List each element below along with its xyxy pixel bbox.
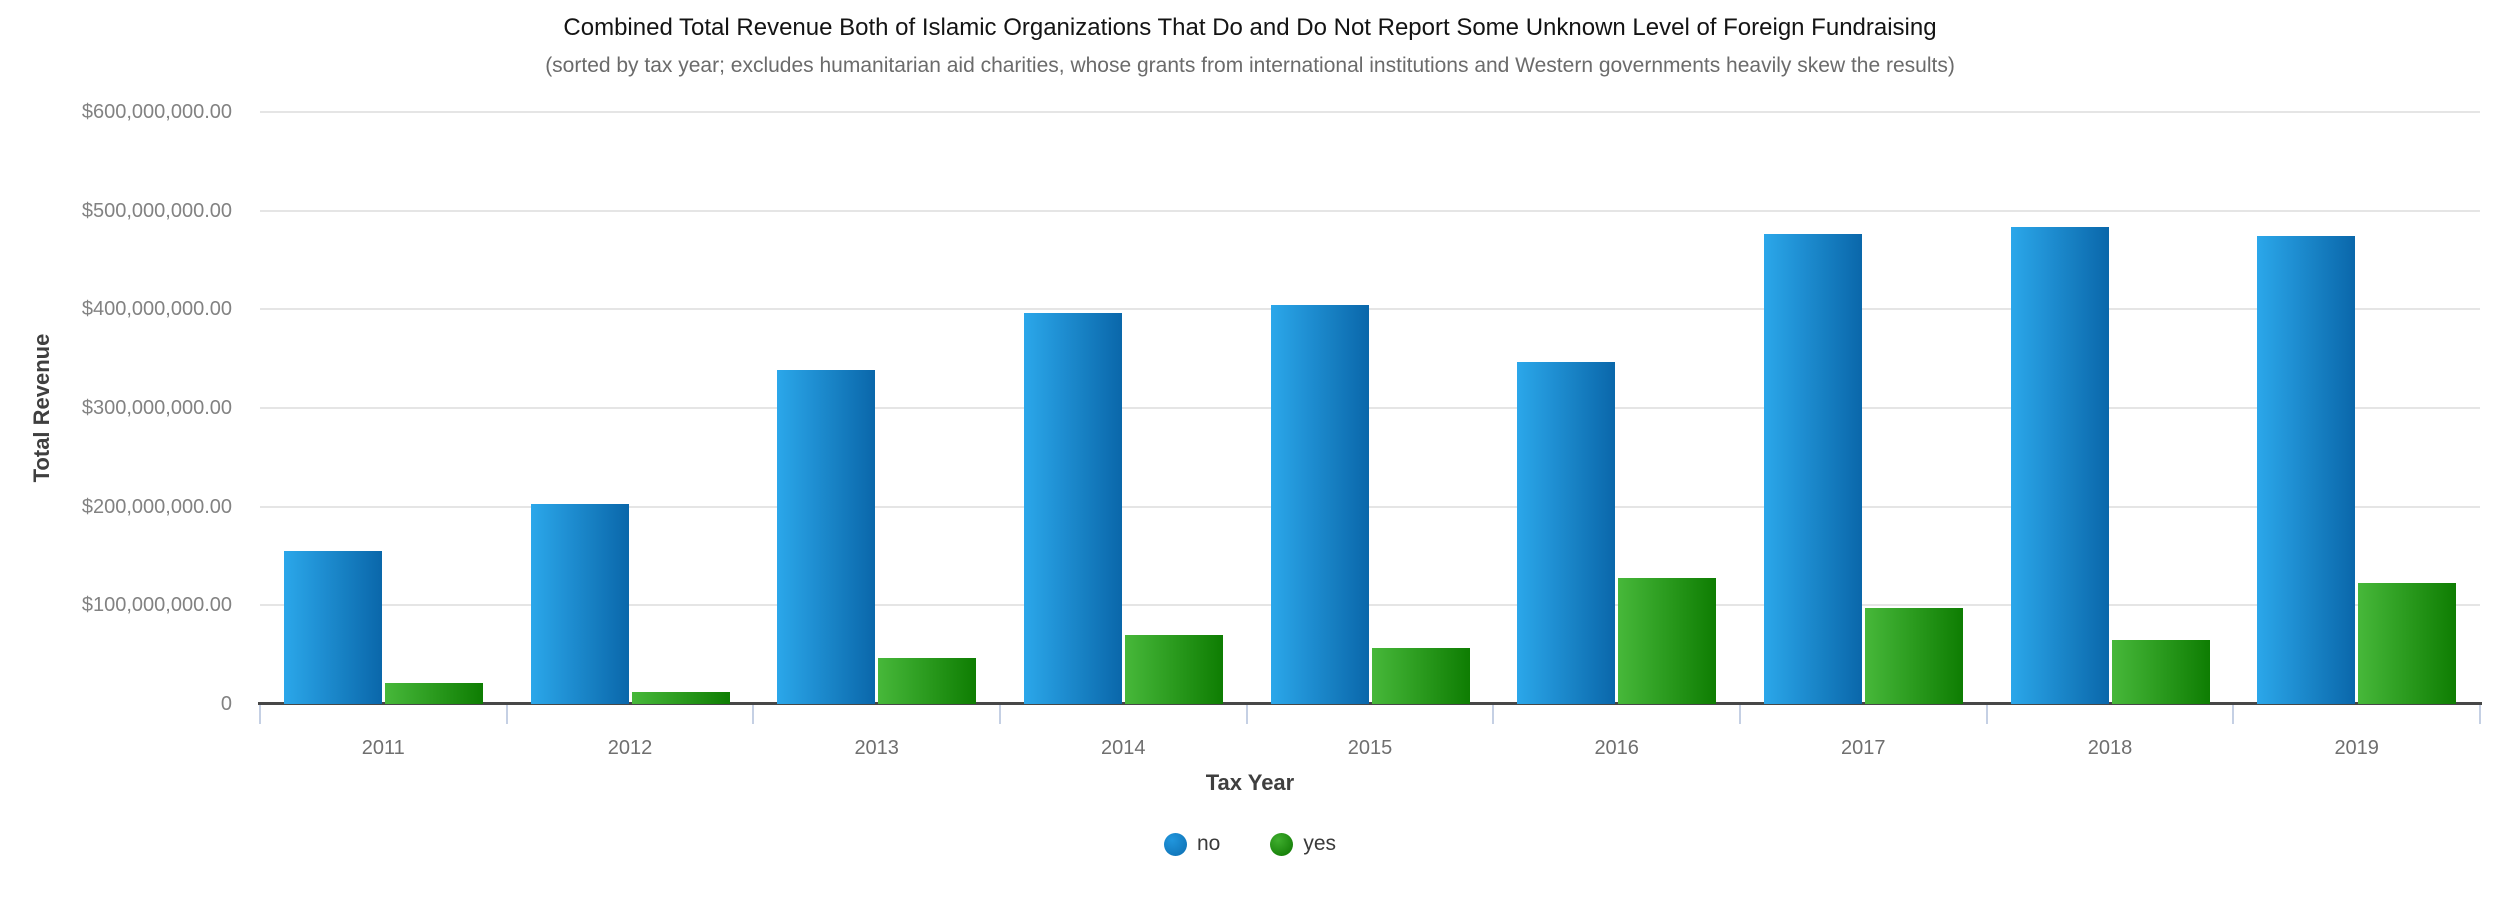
x-axis-boundary-tick: [1739, 705, 1741, 724]
bar-yes-2011[interactable]: [384, 683, 483, 704]
bar-yes-2013[interactable]: [878, 657, 977, 704]
chart-title: Combined Total Revenue Both of Islamic O…: [563, 14, 1937, 41]
legend-label-yes: yes: [1303, 832, 1337, 855]
x-axis-boundary-tick: [752, 705, 755, 724]
legend: no yes: [0, 832, 2500, 856]
x-axis-boundary-tick: [999, 705, 1001, 724]
y-tick-label: $200,000,000.00: [81, 495, 232, 518]
y-tick-label: 0: [220, 693, 232, 715]
x-axis-title: Tax Year: [1205, 770, 1295, 795]
gridline-30000000000: [260, 407, 2480, 409]
x-axis-boundary-tick: [2479, 705, 2481, 724]
y-tick-label: $100,000,000.00: [81, 594, 232, 617]
bar-no-2016[interactable]: [1517, 361, 1616, 704]
x-tick-label-2017: 2017: [1841, 737, 1886, 759]
bar-no-2011[interactable]: [283, 551, 382, 704]
bar-yes-2017[interactable]: [1864, 608, 1963, 704]
x-tick-label-2013: 2013: [854, 737, 899, 759]
gridline-50000000000: [260, 209, 2480, 212]
bar-no-2013[interactable]: [777, 369, 876, 704]
y-tick-label: $400,000,000.00: [81, 298, 232, 321]
x-tick-label-2015: 2015: [1347, 737, 1393, 759]
bar-yes-2012[interactable]: [631, 692, 730, 704]
x-tick-label-2012: 2012: [607, 737, 653, 759]
bar-no-2019[interactable]: [2257, 236, 2356, 704]
x-tick-label-2016: 2016: [1594, 737, 1639, 759]
x-axis-boundary-tick: [259, 705, 261, 724]
gridline-10000000000: [260, 604, 2480, 607]
y-tick-label: $300,000,000.00: [81, 397, 232, 419]
bar-yes-2016[interactable]: [1618, 577, 1717, 704]
bar-yes-2019[interactable]: [2358, 582, 2457, 704]
bar-no-2012[interactable]: [530, 503, 629, 704]
chart-subtitle: (sorted by tax year; excludes humanitari…: [545, 54, 1955, 77]
gridline-40000000000: [260, 308, 2480, 311]
x-tick-label-2019: 2019: [2334, 737, 2379, 759]
x-axis-boundary-tick: [1492, 705, 1495, 724]
bar-yes-2014[interactable]: [1124, 634, 1223, 704]
y-tick-label: $600,000,000.00: [81, 101, 232, 123]
legend-marker-yes-icon: [1270, 832, 1294, 856]
bar-no-2017[interactable]: [1763, 234, 1862, 704]
y-tick-label: $500,000,000.00: [81, 199, 232, 222]
x-tick-label-2018: 2018: [2087, 737, 2133, 759]
x-axis-boundary-tick: [1985, 705, 1988, 724]
x-axis-boundary-tick: [505, 705, 508, 724]
bar-no-2014[interactable]: [1023, 313, 1122, 704]
bar-no-2018[interactable]: [2010, 227, 2109, 704]
gridline-60000000000: [260, 111, 2480, 113]
bar-no-2015[interactable]: [1270, 305, 1369, 704]
gridline-20000000000: [260, 505, 2480, 508]
bar-yes-2018[interactable]: [2111, 639, 2210, 704]
bar-yes-2015[interactable]: [1371, 647, 1470, 704]
legend-label-no: no: [1196, 832, 1221, 855]
x-tick-label-2014: 2014: [1101, 737, 1146, 759]
x-axis-boundary-tick: [1245, 705, 1248, 724]
legend-item-no[interactable]: no: [1163, 832, 1221, 856]
x-axis-line: [258, 702, 2482, 705]
legend-item-yes[interactable]: yes: [1270, 832, 1336, 856]
legend-marker-no-icon: [1163, 832, 1187, 856]
x-axis-boundary-tick: [2232, 705, 2235, 724]
x-tick-label-2011: 2011: [361, 737, 405, 759]
